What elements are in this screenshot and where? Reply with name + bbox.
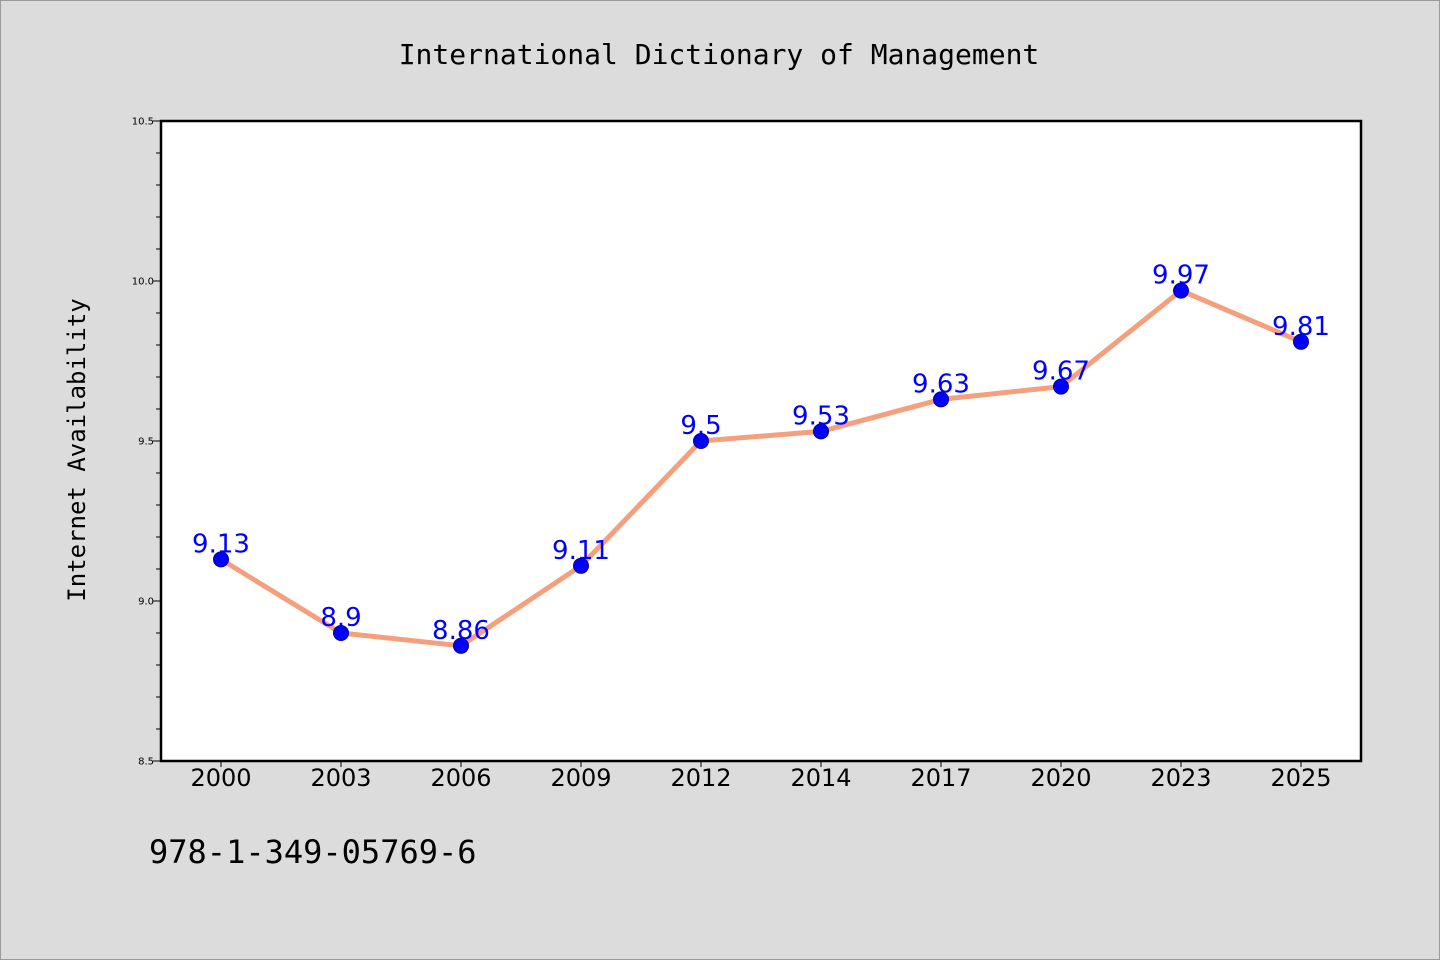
data-point-marker [453,637,469,654]
y-tick-label: 10.0 [132,277,154,288]
isbn-footer: 978-1-349-05769-6 [149,833,477,871]
data-point-marker [693,433,709,449]
x-tick-label: 2003 [310,764,371,792]
y-tick-label: 9.0 [138,597,154,608]
y-tick-label: 8.5 [138,757,154,768]
data-point-marker [213,551,229,568]
data-point-marker [573,557,589,574]
series-layer: 9.13 8.9 8.86 9.11 9.5 9.53 9.63 9.67 9.97 9.81 [192,261,1330,654]
chart-title: International Dictionary of Management [399,38,1040,71]
y-tick-label: 10.5 [132,117,154,128]
y-axis-label: Internet Availability [63,298,91,601]
data-label: 9.13 [192,529,250,559]
data-label: 9.53 [792,401,850,431]
y-axis-ticks: 8.5 9.0 9.5 10.0 10.5 [132,117,161,768]
x-tick-label: 2023 [1150,764,1211,792]
data-point-marker [1293,333,1309,350]
x-tick-label: 2014 [790,764,851,792]
data-label: 9.11 [552,536,610,566]
x-tick-label: 2000 [190,764,251,792]
x-tick-label: 2017 [910,764,971,792]
plot-area [159,119,1363,763]
data-label: 9.5 [680,411,721,441]
data-label: 9.63 [912,369,970,399]
y-tick-label: 9.5 [138,437,154,448]
series-line [218,288,1304,649]
data-point-marker [1053,378,1069,395]
data-label: 8.9 [320,603,361,633]
x-axis-ticks: 2000 2003 2006 2009 2012 2014 2017 2020 2023 2025 [190,761,1332,792]
x-tick-label: 2025 [1270,764,1331,792]
data-point-marker [333,625,349,641]
x-tick-label: 2020 [1030,764,1091,792]
x-tick-label: 2006 [430,764,491,792]
data-label: 8.86 [432,616,490,646]
data-label: 9.67 [1032,357,1090,387]
data-point-marker [1173,282,1189,299]
data-point-marker [813,423,829,440]
data-point-marker [933,391,949,408]
x-tick-label: 2012 [670,764,731,792]
data-label: 9.81 [1272,312,1330,342]
x-tick-label: 2009 [550,764,611,792]
data-label: 9.97 [1152,261,1210,291]
